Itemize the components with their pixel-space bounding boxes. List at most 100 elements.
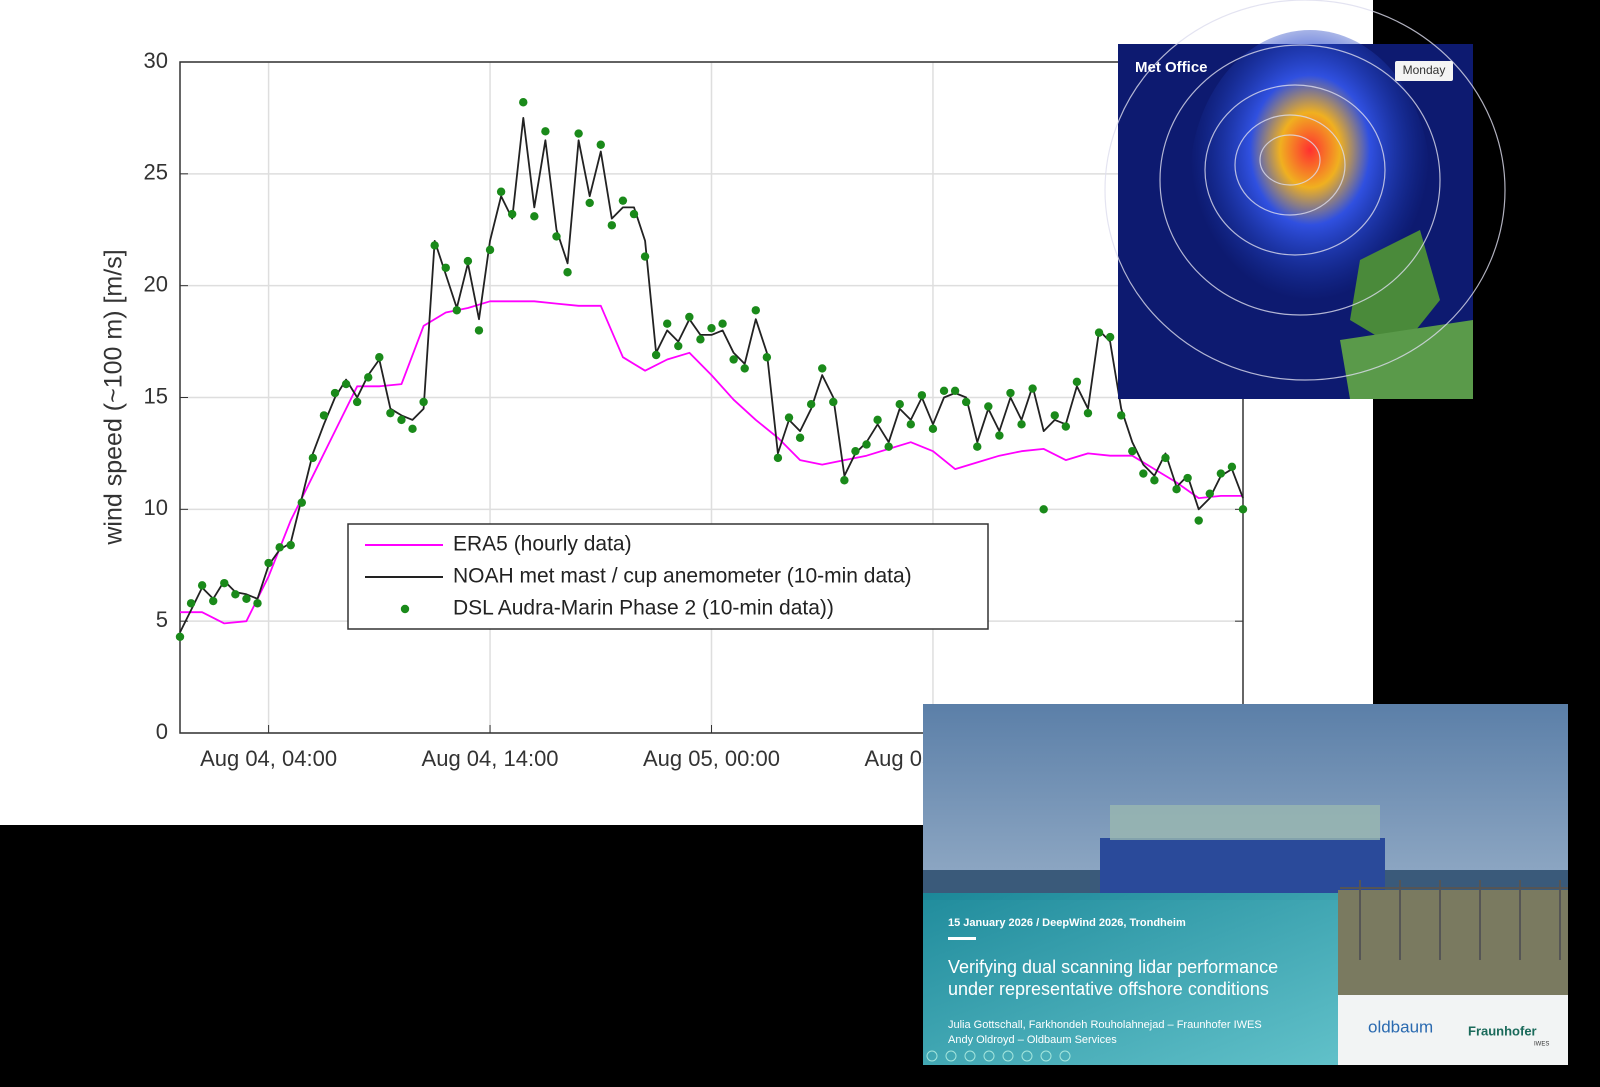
data-point — [973, 442, 982, 451]
data-point — [364, 373, 373, 382]
data-point — [419, 397, 428, 407]
data-point — [663, 319, 672, 328]
legend-label: DSL Audra-Marin Phase 2 (10-min data)) — [453, 597, 834, 620]
data-point — [1161, 453, 1170, 463]
map-day: Monday — [1403, 63, 1446, 77]
data-point — [1205, 489, 1214, 498]
data-point — [574, 129, 583, 138]
data-point — [264, 558, 273, 568]
title-panel — [923, 893, 1338, 1065]
data-point — [928, 424, 938, 434]
data-point — [939, 386, 949, 395]
data-point — [485, 245, 495, 255]
data-point — [175, 632, 185, 642]
logo-oldbaum: oldbaum — [1368, 1017, 1433, 1036]
data-point — [1083, 408, 1093, 418]
legend-swatch — [400, 604, 410, 614]
data-point — [1116, 411, 1126, 420]
data-point — [386, 408, 395, 418]
data-point — [840, 476, 849, 485]
data-point — [1128, 446, 1137, 456]
data-point — [751, 306, 760, 315]
data-point — [1105, 332, 1115, 342]
data-point — [674, 341, 683, 351]
data-point — [995, 431, 1004, 440]
data-point — [607, 221, 617, 230]
data-point — [862, 440, 871, 449]
data-point — [563, 268, 572, 277]
data-point — [596, 140, 605, 149]
data-point — [507, 209, 517, 219]
data-point — [186, 599, 196, 608]
data-point — [829, 397, 838, 407]
data-point — [640, 252, 650, 261]
data-point — [286, 540, 295, 550]
data-point — [1050, 411, 1059, 420]
logo-iwes: IWES — [1534, 1042, 1549, 1048]
data-point — [1039, 505, 1048, 514]
data-point — [197, 581, 207, 590]
data-point — [1017, 420, 1026, 429]
data-point — [806, 400, 816, 409]
logo-panel — [1338, 995, 1568, 1065]
slide-authors: Julia Gottschall, Farkhondeh Rouholahnej… — [948, 1019, 1262, 1031]
data-point — [1172, 485, 1181, 494]
data-point — [375, 353, 384, 362]
photo-container — [1100, 838, 1385, 893]
title-rule — [948, 937, 976, 940]
data-point — [1061, 422, 1071, 431]
data-point — [707, 323, 716, 333]
x-tick-label: Aug 05, 00:00 — [643, 746, 780, 771]
data-point — [884, 442, 893, 451]
data-point — [1028, 384, 1037, 393]
y-tick-label: 0 — [156, 719, 168, 744]
data-point — [585, 198, 594, 208]
y-tick-label: 30 — [144, 48, 168, 73]
legend-label: ERA5 (hourly data) — [453, 533, 632, 556]
data-point — [330, 388, 340, 398]
data-point — [1194, 516, 1203, 525]
data-point — [297, 498, 307, 507]
data-point — [1183, 473, 1192, 483]
isobars — [1104, 0, 1506, 381]
weather-map: Met Office Monday — [1104, 0, 1506, 399]
x-tick-label: Aug 04, 04:00 — [200, 746, 337, 771]
data-point — [408, 424, 417, 434]
player-toolbar[interactable] — [926, 1050, 1071, 1062]
data-point — [209, 596, 218, 606]
data-point — [917, 391, 927, 400]
data-point — [740, 364, 749, 373]
data-point — [341, 379, 351, 389]
chart: wind speed (~100 m) [m/s] 0 5 10 15 20 25 30 Au… — [100, 48, 1248, 771]
data-point — [773, 453, 783, 463]
map-land — [1340, 320, 1473, 399]
data-point — [762, 353, 772, 362]
data-point — [319, 411, 329, 420]
y-tick-label: 15 — [144, 383, 168, 408]
map-brand: Met Office — [1135, 59, 1208, 76]
slide-authors: Andy Oldroyd – Oldbaum Services — [948, 1034, 1117, 1046]
data-point — [530, 212, 539, 221]
slide-title: Verifying dual scanning lidar performanc… — [948, 957, 1278, 977]
y-tick-label: 20 — [144, 271, 168, 296]
data-point — [1006, 388, 1015, 398]
photo-fence — [1340, 880, 1568, 960]
video-slide: 15 January 2026 / DeepWind 2026, Trondhe… — [923, 704, 1568, 1065]
series-line — [180, 300, 1243, 625]
data-point — [231, 590, 240, 599]
data-point — [430, 241, 439, 250]
data-point — [618, 196, 628, 205]
logo-fraunhofer: Fraunhofer — [1468, 1023, 1537, 1038]
data-point — [474, 326, 484, 335]
data-point — [950, 386, 960, 395]
data-point — [895, 400, 904, 409]
data-point — [352, 397, 362, 407]
data-point — [308, 453, 318, 463]
legend-label: NOAH met mast / cup anemometer (10-min d… — [453, 565, 912, 588]
data-point — [1216, 469, 1226, 478]
data-point — [519, 98, 528, 107]
data-point — [1072, 377, 1082, 387]
data-point — [397, 415, 406, 425]
